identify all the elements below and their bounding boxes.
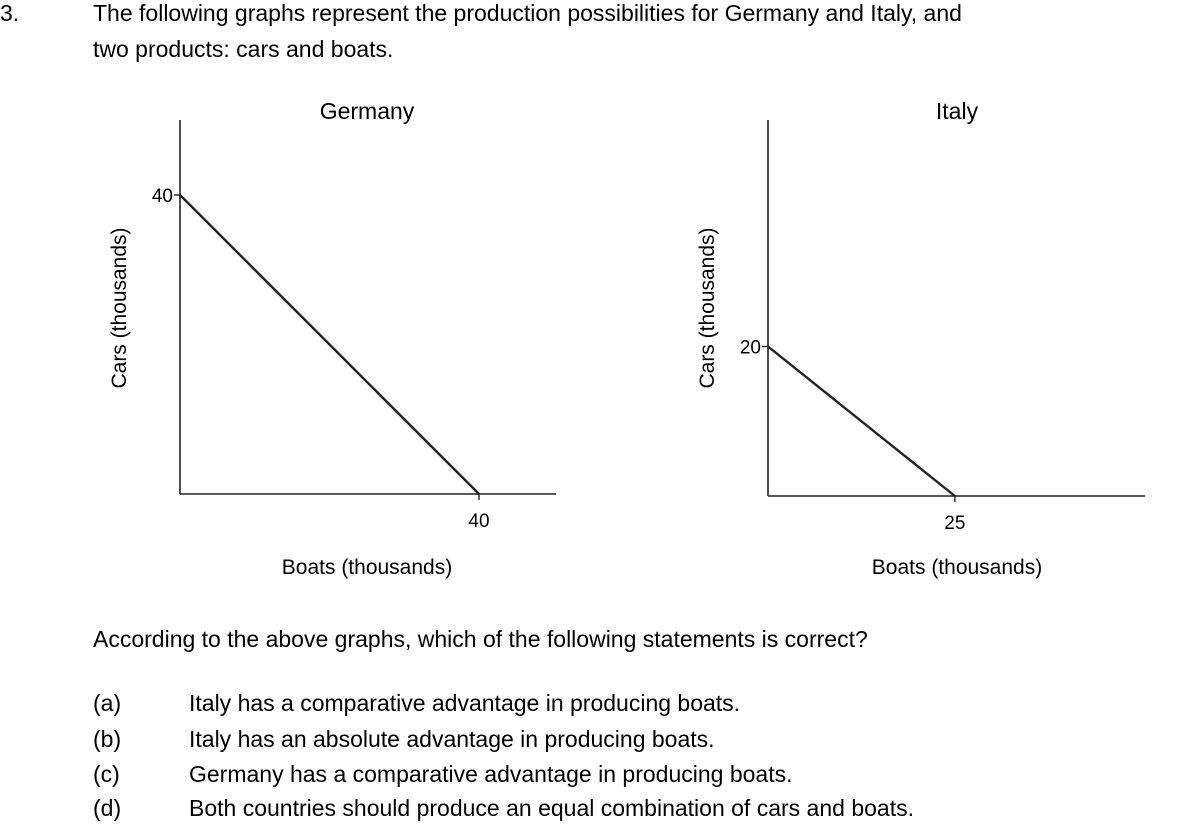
italy-x-tick-label: 25: [944, 513, 965, 534]
option-b-letter: (b): [93, 726, 122, 752]
italy-y-axis-label: Cars (thousands): [696, 227, 719, 388]
option-a-text: Italy has a comparative advantage in pro…: [189, 690, 741, 716]
italy-chart-title: Italy: [936, 98, 979, 124]
germany-x-tick-label: 40: [468, 511, 489, 532]
option-d-letter: (d): [93, 795, 122, 821]
question-number: 3.: [0, 0, 20, 26]
option-b-text: Italy has an absolute advantage in produ…: [189, 726, 715, 752]
germany-y-axis-label: Cars (thousands): [108, 227, 131, 388]
germany-ppf-line: [179, 194, 480, 495]
option-c-text: Germany has a comparative advantage in p…: [189, 761, 793, 787]
germany-y-tick-label: 40: [152, 186, 173, 207]
italy-chart: Italy 20 25 Boats (thousands) Cars (thousand…: [696, 98, 1145, 579]
italy-y-tick-label: 20: [740, 338, 761, 359]
germany-chart: Germany 40 40 Boats (thousands) Cars (thousa…: [108, 98, 556, 579]
question-prompt: According to the above graphs, which of …: [93, 626, 868, 652]
ppf-charts: Germany 40 40 Boats (thousands) Cars (thousa…: [108, 98, 1145, 579]
italy-x-axis-label: Boats (thousands): [872, 556, 1042, 579]
germany-chart-title: Germany: [320, 98, 415, 124]
question-intro-line-2: two products: cars and boats.: [93, 36, 394, 62]
germany-x-axis-label: Boats (thousands): [282, 556, 452, 579]
option-a-letter: (a): [93, 690, 122, 716]
question-intro-line-1: The following graphs represent the produ…: [93, 0, 962, 26]
option-d-text: Both countries should produce an equal c…: [189, 795, 914, 821]
italy-ppf-line: [767, 345, 956, 497]
option-c-letter: (c): [93, 761, 120, 787]
